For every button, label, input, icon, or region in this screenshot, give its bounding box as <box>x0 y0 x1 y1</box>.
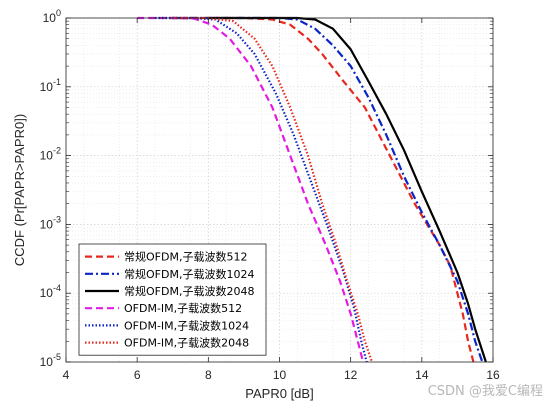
y-tick-base: 10 <box>40 217 54 231</box>
watermark: CSDN @我爱C编程 <box>428 384 543 399</box>
series-line-6 <box>172 16 374 363</box>
y-tick-label: 10-2 <box>40 146 61 163</box>
legend-label: OFDM-IM,子载波数2048 <box>124 337 249 350</box>
y-tick-label: 10-1 <box>40 77 61 94</box>
legend: 常规OFDM,子载波数512 常规OFDM,子载波数1024 常规OFDM,子载波数… <box>78 243 267 356</box>
x-tick-label: 8 <box>205 368 212 382</box>
y-tick-label: 10-4 <box>40 283 61 300</box>
y-tick-exponent: -1 <box>53 77 61 87</box>
y-tick-base: 10 <box>40 286 54 300</box>
y-tick-label: 10-5 <box>40 352 61 369</box>
y-tick-label: 10-3 <box>40 214 61 231</box>
x-tick-label: 12 <box>344 368 358 382</box>
y-tick-base: 10 <box>40 149 54 163</box>
y-tick-exponent: -2 <box>53 146 61 156</box>
x-tick-label: 10 <box>273 368 287 382</box>
y-tick-base: 10 <box>40 80 54 94</box>
legend-label: OFDM-IM,子载波数1024 <box>124 319 249 332</box>
y-tick-label: 100 <box>43 8 61 25</box>
legend-box <box>78 243 267 356</box>
y-axis-label: CCDF (Pr[PAPR>PAPR0]) <box>12 114 27 266</box>
y-tick-exponent: -5 <box>53 352 61 362</box>
y-tick-exponent: -4 <box>53 283 61 293</box>
legend-label: 常规OFDM,子载波数1024 <box>124 267 254 281</box>
legend-label: 常规OFDM,子载波数512 <box>124 250 247 264</box>
x-tick-label: 16 <box>486 368 500 382</box>
y-tick-exponent: 0 <box>56 8 61 18</box>
x-tick-label: 4 <box>63 368 70 382</box>
y-tick-base: 10 <box>40 355 54 369</box>
series-line-4 <box>137 16 365 363</box>
x-tick-label: 14 <box>415 368 429 382</box>
y-tick-exponent: -3 <box>53 214 61 224</box>
x-tick-labels: 4 6 8 10 12 14 16 <box>63 368 500 382</box>
ticks-layer <box>65 17 494 363</box>
legend-label: 常规OFDM,子载波数2048 <box>124 284 254 298</box>
y-tick-base: 10 <box>43 11 57 25</box>
x-tick-label: 6 <box>134 368 141 382</box>
x-axis-label: PAPR0 [dB] <box>245 386 313 401</box>
legend-label: OFDM-IM,子载波数512 <box>124 302 242 315</box>
